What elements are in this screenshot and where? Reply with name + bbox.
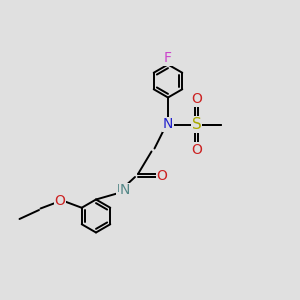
Text: O: O xyxy=(191,92,202,106)
Text: S: S xyxy=(192,117,201,132)
Text: O: O xyxy=(191,143,202,157)
Text: N: N xyxy=(119,184,130,197)
Text: H: H xyxy=(116,184,125,194)
Text: O: O xyxy=(157,169,167,182)
Text: O: O xyxy=(55,194,65,208)
Text: F: F xyxy=(164,51,172,65)
Text: N: N xyxy=(163,118,173,131)
